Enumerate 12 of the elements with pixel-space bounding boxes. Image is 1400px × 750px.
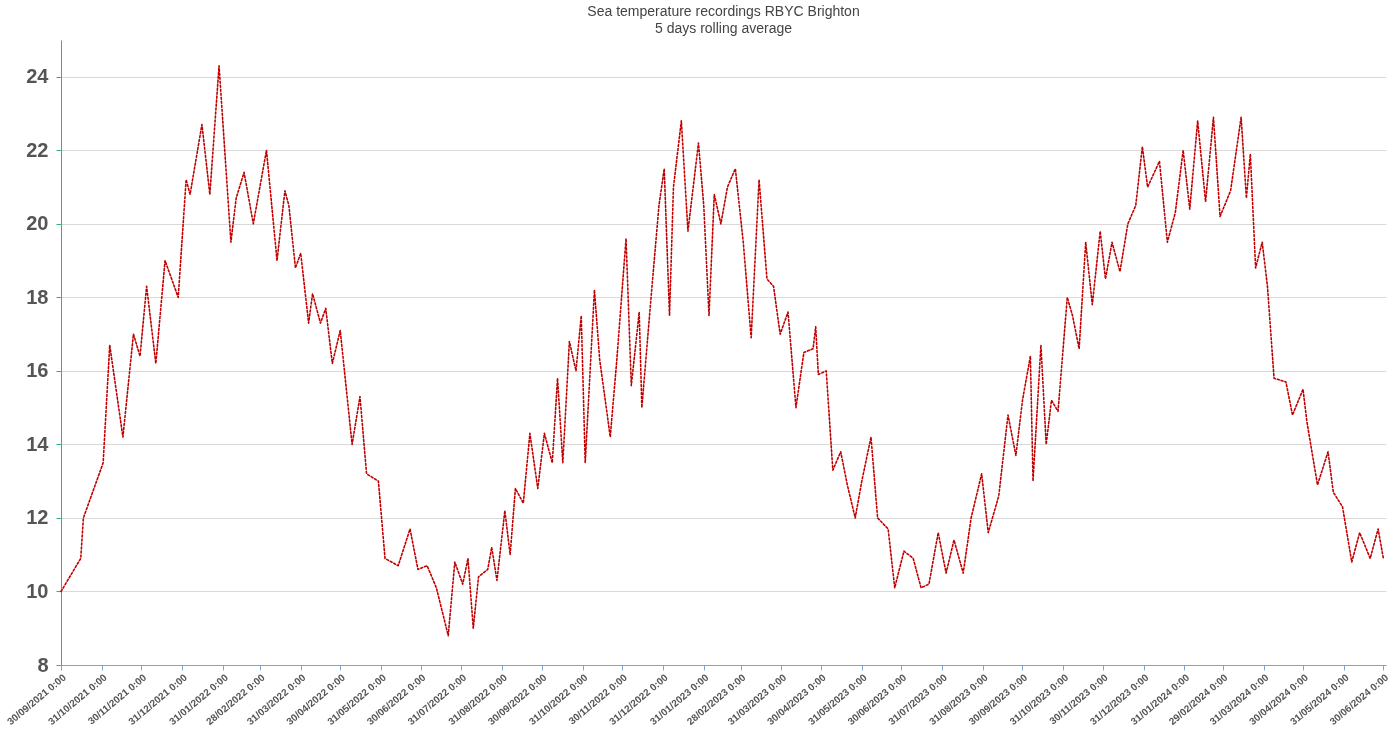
- line-series: [60, 64, 1385, 637]
- y-tick-label: 10: [26, 579, 49, 602]
- chart-subtitle: 5 days rolling average: [655, 20, 793, 36]
- y-tick-label: 18: [26, 285, 49, 308]
- y-tick-label: 8: [37, 653, 49, 676]
- y-tick-label: 14: [26, 432, 50, 455]
- y-tick-label: 22: [26, 138, 49, 161]
- y-tick-label: 12: [26, 506, 49, 529]
- y-tick-label: 20: [26, 212, 49, 235]
- y-tick-label: 24: [26, 65, 50, 88]
- chart-title: Sea temperature recordings RBYC Brighton: [587, 3, 860, 19]
- y-tick-label: 16: [26, 359, 49, 382]
